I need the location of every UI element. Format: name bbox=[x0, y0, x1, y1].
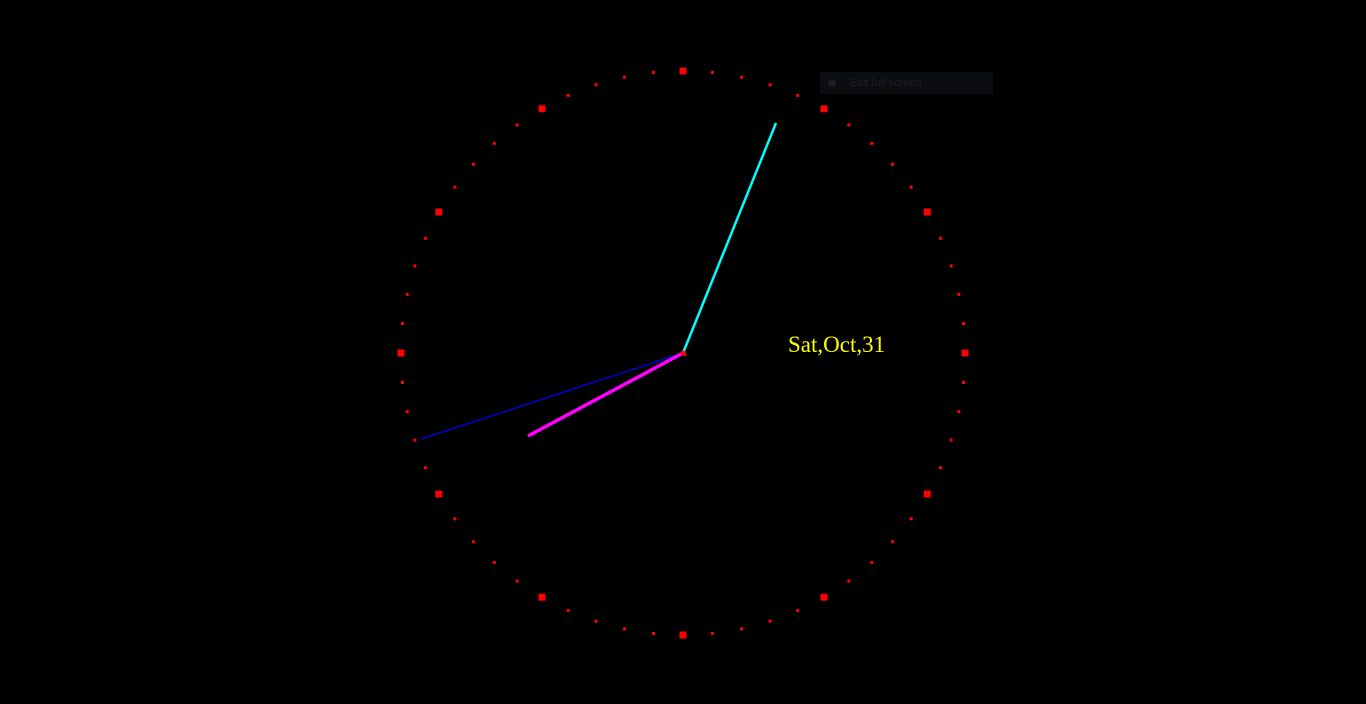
minute-tick-mark bbox=[594, 619, 598, 623]
minute-tick-mark bbox=[413, 264, 417, 268]
hour-tick-mark bbox=[538, 105, 546, 113]
minute-tick-mark bbox=[622, 627, 626, 631]
second-hand bbox=[420, 352, 684, 440]
minute-tick-mark bbox=[652, 632, 655, 635]
minute-tick-mark bbox=[515, 579, 519, 583]
minute-tick-mark bbox=[909, 185, 913, 189]
minute-tick-mark bbox=[939, 236, 943, 240]
minute-tick-mark bbox=[909, 517, 913, 521]
minute-tick-mark bbox=[405, 292, 409, 296]
minute-tick-mark bbox=[740, 627, 744, 631]
minute-tick-mark bbox=[740, 75, 744, 79]
minute-tick-mark bbox=[566, 93, 570, 97]
minute-tick-mark bbox=[652, 71, 655, 74]
minute-tick-mark bbox=[768, 619, 772, 623]
minute-tick-mark bbox=[405, 410, 409, 414]
minute-tick-mark bbox=[471, 540, 475, 544]
exit-fullscreen-hint[interactable]: Exit full screen bbox=[820, 72, 993, 94]
hour-tick-mark bbox=[923, 490, 931, 498]
minute-tick-mark bbox=[796, 609, 800, 613]
hour-tick-mark bbox=[397, 349, 405, 357]
minute-tick-mark bbox=[949, 438, 953, 442]
close-icon bbox=[828, 79, 836, 87]
hour-tick-mark bbox=[961, 349, 969, 357]
minute-tick-mark bbox=[768, 83, 772, 87]
minute-tick-mark bbox=[401, 381, 404, 384]
minute-tick-mark bbox=[401, 322, 404, 325]
minute-tick-mark bbox=[962, 381, 965, 384]
hour-tick-mark bbox=[923, 208, 931, 216]
minute-tick-mark bbox=[492, 561, 496, 565]
minute-tick-mark bbox=[957, 410, 961, 414]
hour-tick-mark bbox=[679, 631, 687, 639]
minute-tick-mark bbox=[453, 185, 457, 189]
minute-tick-mark bbox=[471, 162, 475, 166]
minute-tick-mark bbox=[957, 292, 961, 296]
hour-tick-mark bbox=[435, 490, 443, 498]
minute-tick-mark bbox=[492, 141, 496, 145]
minute-tick-mark bbox=[891, 162, 895, 166]
date-label: Sat,Oct,31 bbox=[788, 332, 886, 357]
minute-tick-mark bbox=[847, 123, 851, 127]
minute-tick-mark bbox=[949, 264, 953, 268]
hour-tick-mark bbox=[820, 593, 828, 601]
minute-tick-mark bbox=[847, 579, 851, 583]
minute-hand bbox=[681, 122, 778, 354]
hour-tick-mark bbox=[538, 593, 546, 601]
minute-tick-mark bbox=[413, 438, 417, 442]
minute-tick-mark bbox=[594, 83, 598, 87]
minute-tick-mark bbox=[453, 517, 457, 521]
minute-tick-mark bbox=[891, 540, 895, 544]
minute-tick-mark bbox=[515, 123, 519, 127]
center-pivot bbox=[681, 351, 686, 356]
minute-tick-mark bbox=[566, 609, 570, 613]
minute-tick-mark bbox=[711, 71, 714, 74]
minute-tick-mark bbox=[423, 236, 427, 240]
minute-tick-mark bbox=[622, 75, 626, 79]
hour-hand bbox=[527, 351, 684, 438]
exit-fullscreen-text: Exit full screen bbox=[850, 77, 922, 89]
minute-tick-mark bbox=[796, 93, 800, 97]
minute-tick-mark bbox=[423, 466, 427, 470]
minute-tick-mark bbox=[870, 141, 874, 145]
minute-tick-mark bbox=[870, 561, 874, 565]
clock-tick-marks bbox=[397, 67, 969, 639]
hour-tick-mark bbox=[435, 208, 443, 216]
minute-tick-mark bbox=[939, 466, 943, 470]
minute-tick-mark bbox=[962, 322, 965, 325]
hour-tick-mark bbox=[820, 105, 828, 113]
hour-tick-mark bbox=[679, 67, 687, 75]
minute-tick-mark bbox=[711, 632, 714, 635]
